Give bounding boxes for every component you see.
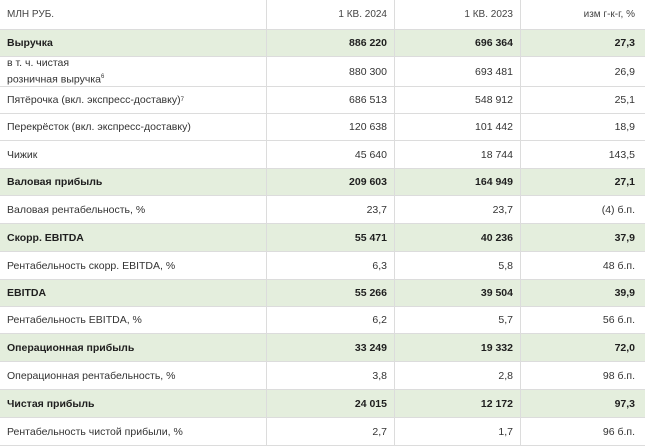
- row-value-2023: 548 912: [394, 87, 520, 113]
- row-value-2023: 696 364: [394, 30, 520, 56]
- row-change: 27,3: [520, 30, 645, 56]
- row-change: 97,3: [520, 390, 645, 417]
- row-label: Чижик: [7, 148, 38, 161]
- row-label: Чистая прибыль: [7, 397, 95, 410]
- row-label: Рентабельность EBITDA, %: [7, 314, 142, 326]
- table-row: EBITDA 55 266 39 504 39,9: [0, 280, 645, 307]
- row-change: 25,1: [520, 87, 645, 113]
- row-change: 98 б.п.: [520, 362, 645, 389]
- row-value-2023: 23,7: [394, 196, 520, 223]
- row-change: 37,9: [520, 224, 645, 251]
- table-row: Рентабельность EBITDA, % 6,2 5,7 56 б.п.: [0, 307, 645, 334]
- table-row: в т. ч. чистая розничная выручка6 880 30…: [0, 57, 645, 87]
- row-value-2023: 18 744: [394, 141, 520, 168]
- row-label: Рентабельность чистой прибыли, %: [7, 425, 183, 438]
- table-row: Валовая рентабельность, % 23,7 23,7 (4) …: [0, 196, 645, 224]
- header-yoy-change: изм г-к-г, %: [520, 0, 645, 29]
- row-change: (4) б.п.: [520, 196, 645, 223]
- row-label: Скорр. EBITDA: [7, 231, 84, 244]
- footnote-mark: 6: [100, 74, 105, 81]
- row-value-2024: 3,8: [266, 362, 394, 389]
- table-header: МЛН РУБ. 1 КВ. 2024 1 КВ. 2023 изм г-к-г…: [0, 0, 645, 30]
- header-label: МЛН РУБ.: [7, 9, 55, 20]
- table-row: Операционная прибыль 33 249 19 332 72,0: [0, 334, 645, 362]
- row-value-2023: 39 504: [394, 280, 520, 306]
- row-label-line1: в т. ч. чистая: [7, 57, 70, 70]
- table-row: Чижик 45 640 18 744 143,5: [0, 141, 645, 169]
- row-change: 48 б.п.: [520, 252, 645, 279]
- table-row: Валовая прибыль 209 603 164 949 27,1: [0, 169, 645, 196]
- row-change: 96 б.п.: [520, 418, 645, 445]
- row-value-2024: 24 015: [266, 390, 394, 417]
- row-label-line2: розничная выручка6: [7, 73, 105, 86]
- row-value-2023: 12 172: [394, 390, 520, 417]
- table-row: Скорр. EBITDA 55 471 40 236 37,9: [0, 224, 645, 252]
- header-q1-2024: 1 КВ. 2024: [266, 0, 394, 29]
- row-value-2024: 33 249: [266, 334, 394, 361]
- row-value-2024: 23,7: [266, 196, 394, 223]
- row-value-2024: 880 300: [266, 57, 394, 86]
- row-value-2023: 19 332: [394, 334, 520, 361]
- table-row: Чистая прибыль 24 015 12 172 97,3: [0, 390, 645, 418]
- row-value-2023: 693 481: [394, 57, 520, 86]
- row-label: Рентабельность скорр. EBITDA, %: [7, 259, 176, 272]
- row-value-2023: 101 442: [394, 114, 520, 140]
- row-label: Валовая рентабельность, %: [7, 203, 146, 216]
- row-label: Перекрёсток (вкл. экспресс-доставку): [7, 121, 191, 133]
- table-row: Рентабельность чистой прибыли, % 2,7 1,7…: [0, 418, 645, 446]
- footnote-mark: 7: [180, 97, 184, 103]
- row-label: EBITDA: [7, 287, 47, 299]
- row-value-2024: 45 640: [266, 141, 394, 168]
- row-change: 72,0: [520, 334, 645, 361]
- row-label: в т. ч. чистая розничная выручка6: [0, 57, 266, 86]
- row-value-2024: 55 471: [266, 224, 394, 251]
- row-change: 27,1: [520, 169, 645, 195]
- row-change: 26,9: [520, 57, 645, 86]
- row-value-2023: 5,7: [394, 307, 520, 333]
- row-value-2023: 5,8: [394, 252, 520, 279]
- row-label: Пятёрочка (вкл. экспресс-доставку) 7: [7, 94, 184, 106]
- table-row: Выручка 886 220 696 364 27,3: [0, 30, 645, 57]
- row-label: Выручка: [7, 37, 53, 49]
- row-value-2024: 6,2: [266, 307, 394, 333]
- row-value-2024: 886 220: [266, 30, 394, 56]
- row-value-2023: 164 949: [394, 169, 520, 195]
- table-row: Рентабельность скорр. EBITDA, % 6,3 5,8 …: [0, 252, 645, 280]
- row-label: Операционная прибыль: [7, 341, 135, 354]
- row-value-2023: 1,7: [394, 418, 520, 445]
- table-row: Перекрёсток (вкл. экспресс-доставку) 120…: [0, 114, 645, 141]
- row-value-2024: 209 603: [266, 169, 394, 195]
- row-change: 18,9: [520, 114, 645, 140]
- row-value-2023: 40 236: [394, 224, 520, 251]
- row-label: Валовая прибыль: [7, 176, 103, 188]
- table-row: Операционная рентабельность, % 3,8 2,8 9…: [0, 362, 645, 390]
- row-change: 56 б.п.: [520, 307, 645, 333]
- table-row: Пятёрочка (вкл. экспресс-доставку) 7 686 …: [0, 87, 645, 114]
- row-change: 39,9: [520, 280, 645, 306]
- row-value-2024: 686 513: [266, 87, 394, 113]
- row-label: Операционная рентабельность, %: [7, 369, 176, 382]
- row-value-2023: 2,8: [394, 362, 520, 389]
- row-change: 143,5: [520, 141, 645, 168]
- row-value-2024: 120 638: [266, 114, 394, 140]
- row-value-2024: 2,7: [266, 418, 394, 445]
- row-value-2024: 55 266: [266, 280, 394, 306]
- row-value-2024: 6,3: [266, 252, 394, 279]
- header-q1-2023: 1 КВ. 2023: [394, 0, 520, 29]
